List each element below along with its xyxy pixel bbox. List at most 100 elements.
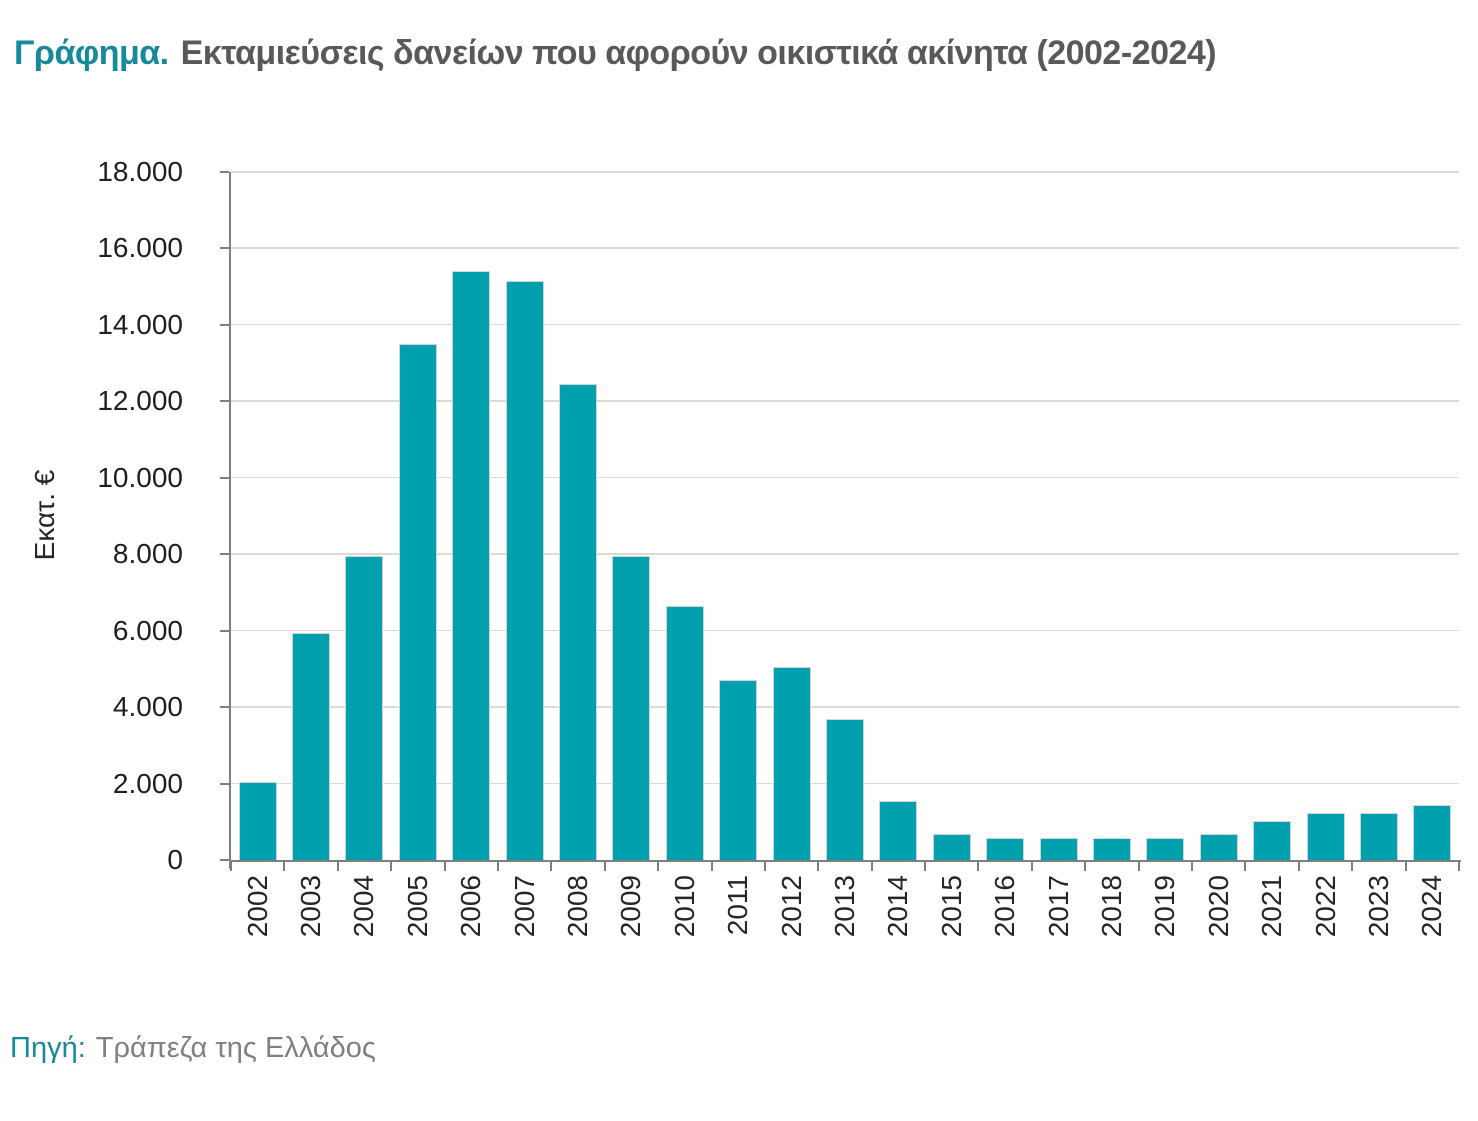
x-axis-tick — [1297, 862, 1300, 871]
gridline-4000 — [231, 706, 1459, 708]
x-tick-label-2013: 2013 — [829, 875, 860, 938]
x-tick-label-2011: 2011 — [722, 875, 754, 936]
x-tick-label-2015: 2015 — [935, 875, 967, 938]
y-axis-tick — [220, 553, 229, 556]
x-axis-tick — [283, 862, 286, 871]
x-tick-label-2009: 2009 — [615, 875, 647, 938]
x-tick-label-2018: 2018 — [1095, 875, 1127, 938]
y-tick-label-16000: 16.000 — [97, 232, 183, 264]
x-tick-label-2006: 2006 — [455, 875, 487, 938]
x-axis-tick — [1191, 862, 1194, 871]
y-tick-label-8000: 8.000 — [112, 538, 183, 570]
bar-2002 — [238, 781, 277, 860]
x-tick-label-2007: 2007 — [508, 875, 540, 938]
y-tick-label-18000: 18.000 — [97, 156, 183, 187]
bar-2008 — [559, 384, 598, 860]
bar-2012 — [772, 666, 811, 860]
y-axis-tick — [220, 323, 229, 326]
x-tick-label-2004: 2004 — [348, 875, 380, 938]
x-axis-tick — [603, 862, 606, 871]
y-tick-label-14000: 14.000 — [97, 308, 183, 340]
bar-2004 — [345, 556, 384, 860]
y-tick-label-6000: 6.000 — [112, 614, 183, 646]
bar-2018 — [1092, 838, 1131, 860]
x-axis-line — [229, 860, 1461, 862]
bar-2024 — [1413, 805, 1452, 860]
x-axis-tick — [443, 862, 446, 871]
x-tick-label-2022: 2022 — [1309, 875, 1341, 938]
x-axis-tick — [710, 862, 713, 871]
chart-title-text: Εκταμιεύσεις δανείων που αφορούν οικιστι… — [180, 34, 1217, 72]
x-tick-label-2019: 2019 — [1149, 875, 1181, 938]
bar-2007 — [505, 280, 544, 860]
source-text: Τράπεζα της Ελλάδος — [95, 1032, 376, 1064]
bar-2014 — [879, 800, 918, 860]
x-tick-label-2021: 2021 — [1256, 875, 1288, 938]
gridline-16000 — [231, 247, 1459, 249]
gridline-18000 — [231, 171, 1459, 173]
y-axis-line — [229, 172, 231, 869]
x-tick-label-2005: 2005 — [401, 875, 433, 938]
bar-2011 — [719, 680, 758, 860]
source-line: Πηγή: Τράπεζα της Ελλάδος — [10, 1032, 376, 1065]
x-axis-tick — [1030, 862, 1033, 871]
y-tick-label-10000: 10.000 — [97, 461, 183, 493]
bar-2009 — [612, 556, 651, 860]
bar-2016 — [986, 838, 1025, 860]
bar-2017 — [1039, 838, 1078, 860]
bar-2023 — [1359, 812, 1398, 860]
chart-title-prefix: Γράφημα. — [14, 34, 169, 72]
plot-area — [229, 171, 1461, 871]
x-axis-tick — [1244, 862, 1247, 871]
x-tick-label-2012: 2012 — [775, 875, 807, 938]
x-axis-tick — [1458, 862, 1460, 871]
y-axis-tick — [220, 859, 229, 861]
x-tick-label-2003: 2003 — [295, 875, 327, 938]
bar-2010 — [665, 605, 704, 860]
y-tick-label-0: 0 — [167, 844, 183, 875]
y-tick-label-12000: 12.000 — [97, 385, 183, 417]
bar-2019 — [1146, 838, 1185, 860]
y-axis-tick — [220, 782, 229, 785]
bar-2021 — [1253, 821, 1292, 860]
x-tick-label-2016: 2016 — [989, 875, 1021, 938]
x-axis-tick — [870, 862, 873, 871]
x-axis-tick — [390, 862, 393, 871]
y-axis-tick — [220, 476, 229, 479]
bar-2006 — [452, 271, 491, 860]
x-axis-tick — [336, 862, 339, 871]
x-axis-tick — [496, 862, 499, 871]
bar-2020 — [1199, 834, 1238, 860]
x-axis-tick — [924, 862, 927, 871]
x-axis-tick — [1137, 862, 1140, 871]
x-axis-tick — [817, 862, 820, 871]
x-tick-label-2002: 2002 — [241, 875, 273, 938]
x-axis-tick — [1351, 862, 1354, 871]
x-axis-tick — [763, 862, 766, 871]
source-prefix: Πηγή: — [10, 1032, 86, 1064]
x-axis-tick — [230, 862, 232, 871]
x-tick-label-2023: 2023 — [1362, 875, 1394, 938]
chart-title: Γράφημα. Εκταμιεύσεις δανείων που αφορούν… — [14, 34, 1217, 73]
y-axis-tick — [220, 629, 229, 632]
bar-2015 — [932, 833, 971, 860]
gridline-8000 — [231, 553, 1459, 555]
x-axis-tick — [1084, 862, 1087, 871]
gridline-10000 — [231, 476, 1459, 479]
x-tick-label-2017: 2017 — [1042, 875, 1074, 938]
x-axis-tick — [1404, 862, 1407, 871]
y-axis-tick — [220, 247, 229, 250]
x-axis-tick — [550, 862, 553, 871]
x-tick-label-2014: 2014 — [882, 875, 914, 938]
gridline-12000 — [231, 400, 1459, 402]
bar-2013 — [826, 718, 864, 860]
x-tick-label-2024: 2024 — [1416, 875, 1448, 938]
y-tick-label-2000: 2.000 — [112, 767, 183, 799]
bar-2022 — [1306, 813, 1345, 860]
bar-2005 — [398, 344, 437, 860]
y-tick-label-4000: 4.000 — [112, 691, 183, 723]
x-tick-label-2008: 2008 — [562, 875, 594, 938]
y-axis-tick — [220, 400, 229, 403]
x-tick-label-2020: 2020 — [1202, 875, 1234, 938]
